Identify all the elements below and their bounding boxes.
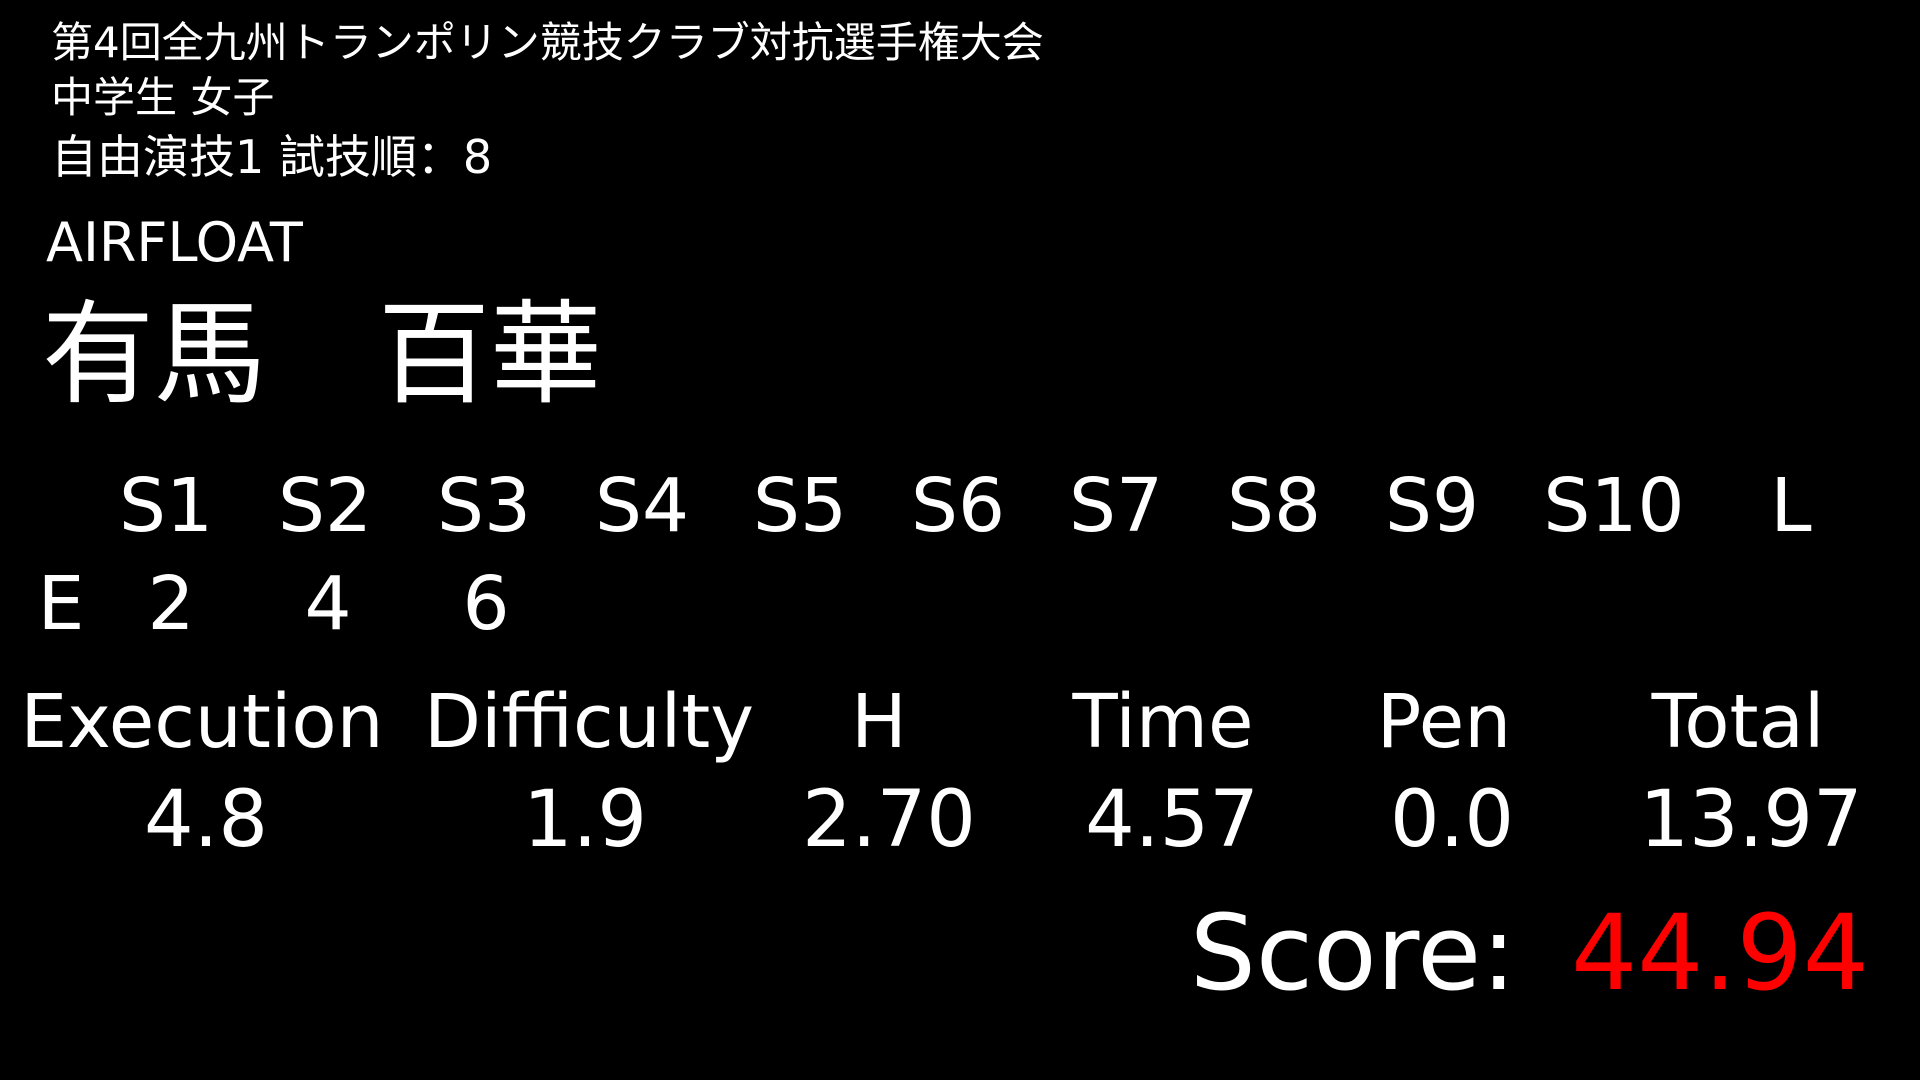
difficulty-label: Difficulty	[423, 679, 755, 765]
time-label: Time	[1072, 679, 1254, 765]
judge-header: S8	[1226, 463, 1322, 549]
category-label: 中学生 女子	[51, 73, 275, 122]
club-name: AIRFLOAT	[46, 211, 303, 274]
final-score-value: 44.94	[1571, 892, 1869, 1014]
judge-header: S10	[1543, 463, 1685, 549]
judge-header: L	[1770, 463, 1812, 549]
athlete-name: 有馬 百華	[42, 290, 602, 420]
h-label: H	[851, 679, 907, 765]
judge-header: S4	[594, 463, 690, 549]
pen-label: Pen	[1376, 679, 1512, 765]
final-score-label: Score:	[1189, 892, 1517, 1014]
time-value: 4.57	[1085, 775, 1259, 865]
judge-score: 6	[462, 561, 510, 647]
total-label: Total	[1651, 679, 1825, 765]
judge-score: 4	[304, 561, 352, 647]
judge-header: S3	[436, 463, 532, 549]
execution-value: 4.8	[143, 775, 269, 865]
difficulty-value: 1.9	[522, 775, 648, 865]
pen-value: 0.0	[1389, 775, 1515, 865]
judge-score: 2	[147, 561, 195, 647]
judge-header: S7	[1068, 463, 1164, 549]
judge-header: S1	[118, 463, 214, 549]
total-value: 13.97	[1639, 775, 1863, 865]
row-label: E	[37, 561, 85, 647]
execution-label: Execution	[20, 679, 384, 765]
h-value: 2.70	[802, 775, 976, 865]
judge-header: S6	[910, 463, 1006, 549]
judge-header: S9	[1384, 463, 1480, 549]
competition-title: 第4回全九州トランポリン競技クラブ対抗選手権大会	[51, 18, 1044, 67]
judge-header: S5	[752, 463, 848, 549]
routine-label: 自由演技1 試技順：8	[51, 130, 493, 184]
judge-header: S2	[277, 463, 373, 549]
